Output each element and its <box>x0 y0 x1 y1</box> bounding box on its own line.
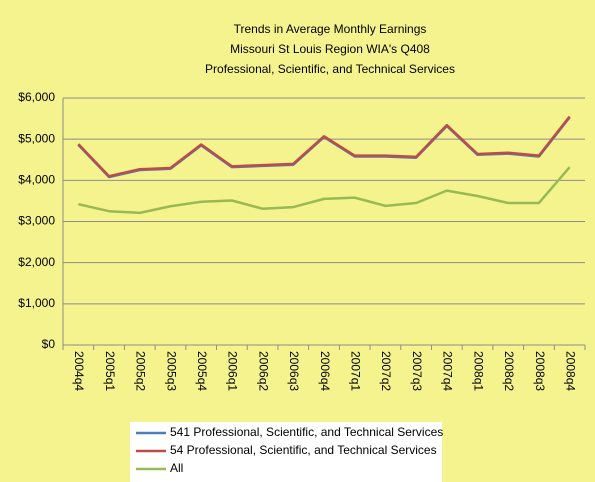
chart-title: Trends in Average Monthly Earnings <box>234 22 427 36</box>
x-tick-label: 2007q4 <box>441 351 455 391</box>
legend-label: All <box>170 461 183 475</box>
y-tick-label: $6,000 <box>18 90 55 104</box>
x-tick-label: 2006q1 <box>226 351 240 391</box>
y-tick-label: $5,000 <box>18 131 55 145</box>
y-tick-label: $2,000 <box>18 255 55 269</box>
y-tick-label: $4,000 <box>18 173 55 187</box>
y-tick-label: $1,000 <box>18 296 55 310</box>
x-tick-label: 2005q1 <box>103 351 117 391</box>
x-tick-label: 2007q2 <box>379 351 393 391</box>
legend-label: 54 Professional, Scientific, and Technic… <box>170 443 437 457</box>
x-tick-label: 2005q4 <box>195 351 209 391</box>
x-tick-label: 2008q2 <box>502 351 516 391</box>
legend-box <box>130 422 442 482</box>
x-tick-label: 2007q1 <box>349 351 363 391</box>
x-tick-label: 2008q3 <box>533 351 547 391</box>
x-tick-label: 2005q2 <box>134 351 148 391</box>
x-tick-label: 2008q1 <box>471 351 485 391</box>
chart-title: Professional, Scientific, and Technical … <box>205 62 455 76</box>
chart-title: Missouri St Louis Region WIA's Q408 <box>230 42 430 56</box>
x-tick-label: 2006q2 <box>256 351 270 391</box>
x-tick-label: 2004q4 <box>72 351 86 391</box>
x-tick-label: 2008q4 <box>563 351 577 391</box>
y-tick-label: $0 <box>42 337 56 351</box>
x-tick-label: 2005q3 <box>164 351 178 391</box>
line-series <box>78 166 571 215</box>
x-tick-label: 2006q4 <box>318 351 332 391</box>
line-series <box>77 115 571 178</box>
legend-label: 541 Professional, Scientific, and Techni… <box>170 425 443 439</box>
x-tick-label: 2006q3 <box>287 351 301 391</box>
x-tick-label: 2007q3 <box>410 351 424 391</box>
y-tick-label: $3,000 <box>18 214 55 228</box>
